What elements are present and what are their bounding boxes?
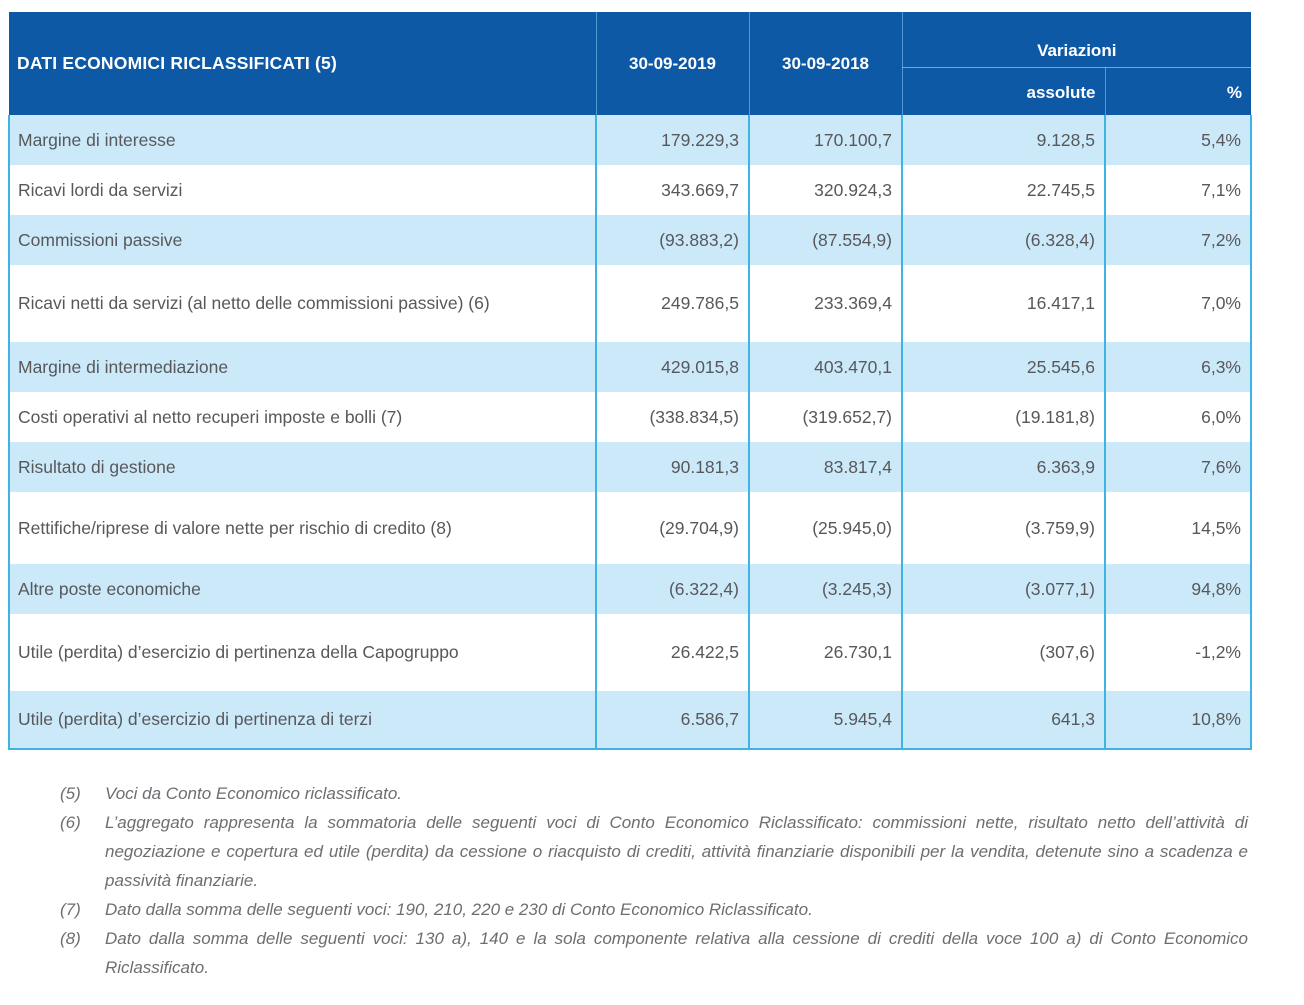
row-label: Costi operativi al netto recuperi impost… [8,392,596,442]
row-label: Utile (perdita) d’esercizio di pertinenz… [8,614,596,691]
value-variazione-percentuale: 7,0% [1104,265,1252,342]
value-variazione-assoluta: 6.363,9 [901,442,1105,492]
value-variazione-percentuale: -1,2% [1104,614,1252,691]
value-variazione-percentuale: 7,2% [1104,215,1252,265]
value-2018: 403.470,1 [748,342,902,392]
value-variazione-percentuale: 6,3% [1104,342,1252,392]
footnote-marker: (7) [60,900,81,919]
row-label: Commissioni passive [8,215,596,265]
table-row: Costi operativi al netto recuperi impost… [8,392,1252,442]
col-header-2019: 30-09-2019 [595,12,749,115]
value-variazione-assoluta: (3.077,1) [901,564,1105,614]
value-2018: 320.924,3 [748,165,902,215]
value-variazione-percentuale: 6,0% [1104,392,1252,442]
footnotes: (5) Voci da Conto Economico riclassifica… [60,779,1248,982]
value-2019: (6.322,4) [595,564,749,614]
footnote: (7) Dato dalla somma delle seguenti voci… [60,895,1248,924]
row-label: Risultato di gestione [8,442,596,492]
value-2018: (3.245,3) [748,564,902,614]
value-2018: 170.100,7 [748,115,902,165]
value-variazione-percentuale: 94,8% [1104,564,1252,614]
value-variazione-percentuale: 14,5% [1104,492,1252,564]
col-header-2018: 30-09-2018 [748,12,902,115]
row-label: Ricavi netti da servizi (al netto delle … [8,265,596,342]
header-row-main: DATI ECONOMICI RICLASSIFICATI (5) 30-09-… [9,12,1251,115]
table-header: DATI ECONOMICI RICLASSIFICATI (5) 30-09-… [9,12,1251,115]
value-variazione-assoluta: 9.128,5 [901,115,1105,165]
row-label: Margine di intermediazione [8,342,596,392]
footnote-marker: (8) [60,929,81,948]
value-variazione-percentuale: 5,4% [1104,115,1252,165]
value-2018: 5.945,4 [748,691,902,750]
value-variazione-assoluta: (307,6) [901,614,1105,691]
row-label: Margine di interesse [8,115,596,165]
table-row: Ricavi netti da servizi (al netto delle … [8,265,1252,342]
table-body: Margine di interesse 179.229,3 170.100,7… [8,115,1252,750]
footnote-marker: (5) [60,784,81,803]
table-title: DATI ECONOMICI RICLASSIFICATI (5) [9,12,596,115]
value-variazione-assoluta: 16.417,1 [901,265,1105,342]
table-row: Risultato di gestione 90.181,3 83.817,4 … [8,442,1252,492]
value-2019: 179.229,3 [595,115,749,165]
value-variazione-percentuale: 10,8% [1104,691,1252,750]
footnote: (8) Dato dalla somma delle seguenti voci… [60,924,1248,982]
row-label: Altre poste economiche [8,564,596,614]
value-2018: (319.652,7) [748,392,902,442]
table-row: Margine di intermediazione 429.015,8 403… [8,342,1252,392]
value-2018: (25.945,0) [748,492,902,564]
table-row: Utile (perdita) d’esercizio di pertinenz… [8,691,1252,750]
table-row: Utile (perdita) d’esercizio di pertinenz… [8,614,1252,691]
value-2019: 429.015,8 [595,342,749,392]
dati-economici-table: DATI ECONOMICI RICLASSIFICATI (5) 30-09-… [8,12,1252,750]
value-2018: 26.730,1 [748,614,902,691]
footnote: (6) L’aggregato rappresenta la sommatori… [60,808,1248,895]
col-header-assolute: assolute [901,67,1105,115]
col-header-percent: % [1104,67,1251,115]
value-variazione-assoluta: 641,3 [901,691,1105,750]
value-variazione-assoluta: 22.745,5 [901,165,1105,215]
value-2019: (338.834,5) [595,392,749,442]
value-2018: 83.817,4 [748,442,902,492]
col-header-variazioni: Variazioni [901,12,1251,68]
value-2018: 233.369,4 [748,265,902,342]
value-2019: 26.422,5 [595,614,749,691]
value-2018: (87.554,9) [748,215,902,265]
footnote-marker: (6) [60,813,81,832]
value-variazione-assoluta: (6.328,4) [901,215,1105,265]
row-label: Ricavi lordi da servizi [8,165,596,215]
row-label: Utile (perdita) d’esercizio di pertinenz… [8,691,596,750]
header-row-sub: assolute % [9,67,1251,115]
table-row: Commissioni passive (93.883,2) (87.554,9… [8,215,1252,265]
value-2019: (29.704,9) [595,492,749,564]
value-variazione-percentuale: 7,6% [1104,442,1252,492]
footnote-text: Dato dalla somma delle seguenti voci: 19… [105,900,813,919]
footnote-text: Voci da Conto Economico riclassificato. [105,784,403,803]
value-variazione-assoluta: (3.759,9) [901,492,1105,564]
value-2019: 6.586,7 [595,691,749,750]
value-variazione-assoluta: 25.545,6 [901,342,1105,392]
value-variazione-percentuale: 7,1% [1104,165,1252,215]
value-2019: (93.883,2) [595,215,749,265]
table-row: Ricavi lordi da servizi 343.669,7 320.92… [8,165,1252,215]
value-2019: 249.786,5 [595,265,749,342]
value-variazione-assoluta: (19.181,8) [901,392,1105,442]
footnote-text: Dato dalla somma delle seguenti voci: 13… [105,929,1248,977]
row-label: Rettifiche/riprese di valore nette per r… [8,492,596,564]
table-row: Altre poste economiche (6.322,4) (3.245,… [8,564,1252,614]
value-2019: 90.181,3 [595,442,749,492]
footnote: (5) Voci da Conto Economico riclassifica… [60,779,1248,808]
table-row: Rettifiche/riprese di valore nette per r… [8,492,1252,564]
value-2019: 343.669,7 [595,165,749,215]
footnote-text: L’aggregato rappresenta la sommatoria de… [105,813,1248,890]
table-row: Margine di interesse 179.229,3 170.100,7… [8,115,1252,165]
